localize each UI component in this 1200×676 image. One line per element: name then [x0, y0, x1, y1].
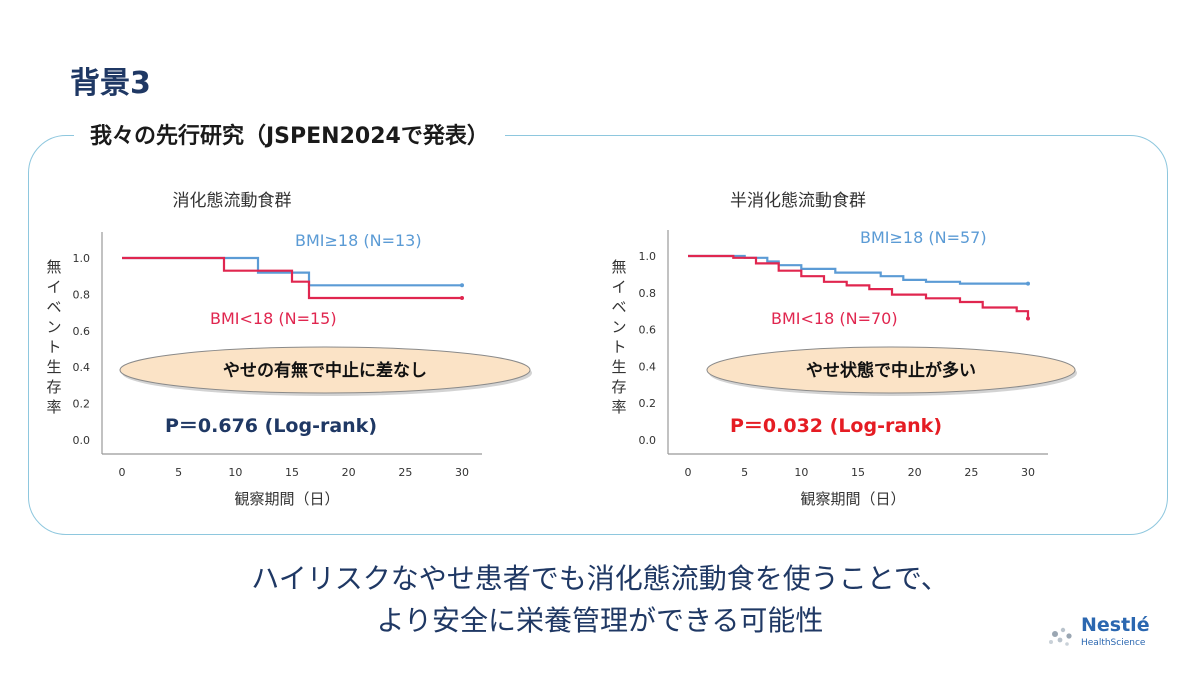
- x-tick-label: 5: [175, 466, 182, 479]
- y-tick-label: 0.2: [639, 397, 657, 410]
- y-tick-label: 0.6: [73, 325, 91, 338]
- slide-title: 背景3: [70, 66, 151, 101]
- annotation-ellipse: [119, 346, 531, 394]
- results-panel: [28, 135, 1168, 535]
- x-tick-label: 30: [455, 466, 469, 479]
- y-tick-label: 0.6: [639, 324, 657, 337]
- x-tick-label: 0: [119, 466, 126, 479]
- p-value-text: P＝0.676 (Log-rank): [165, 415, 377, 437]
- censor-mark: [1026, 281, 1030, 286]
- y-tick-label: 0.0: [639, 434, 657, 447]
- series-label: BMI≥18 (N=57): [860, 228, 987, 247]
- x-tick-label: 20: [342, 466, 356, 479]
- x-tick-label: 20: [908, 466, 922, 479]
- km-curve-bmi-lt18: [688, 254, 1030, 319]
- x-tick-label: 10: [228, 466, 242, 479]
- censor-mark: [460, 283, 464, 288]
- p-value-text: P＝0.032 (Log-rank): [730, 415, 942, 437]
- annotation-ellipse: [706, 346, 1076, 394]
- annotation-text: やせ状態で中止が多い: [806, 360, 976, 381]
- y-tick-label: 0.4: [73, 361, 91, 374]
- x-tick-label: 15: [285, 466, 299, 479]
- x-tick-label: 15: [851, 466, 865, 479]
- series-label: BMI≥18 (N=13): [295, 231, 422, 250]
- censor-mark: [1026, 316, 1030, 321]
- x-tick-label: 30: [1021, 466, 1035, 479]
- km-curve-bmi-lt18: [122, 256, 462, 300]
- km-chart-elemental-diet: 消化態流動食群 0.0 0.2 0.4 0.6 0.8 1.0 0 5 10 15 20 25 30 観察期…: [46, 191, 532, 508]
- x-axis-label: 観察期間（日）: [800, 490, 905, 508]
- km-curve-bmi-ge18: [688, 254, 1028, 285]
- y-tick-label: 0.0: [73, 434, 91, 447]
- x-tick-label: 25: [398, 466, 412, 479]
- chart-title: 消化態流動食群: [173, 191, 292, 211]
- logo-subtext: HealthScience: [1081, 638, 1146, 648]
- x-tick-label: 10: [794, 466, 808, 479]
- logo-wordmark: Nestlé: [1081, 614, 1150, 636]
- series-label: BMI<18 (N=70): [771, 309, 898, 328]
- x-axis-label: 観察期間（日）: [234, 490, 339, 508]
- x-tick-label: 5: [741, 466, 748, 479]
- chart-title: 半消化態流動食群: [730, 191, 866, 211]
- conclusion-line-2: より安全に栄養管理ができる可能性: [376, 604, 824, 637]
- km-curve-bmi-ge18: [122, 256, 462, 287]
- nest-icon: [1049, 627, 1072, 646]
- panel-heading: 我々の先行研究（JSPEN2024で発表）: [74, 118, 505, 150]
- x-tick-label: 25: [964, 466, 978, 479]
- y-tick-label: 0.8: [73, 288, 91, 301]
- conclusion-text: ハイリスクなやせ患者でも消化態流動食を使うことで、 より安全に栄養管理ができる可…: [0, 558, 1200, 642]
- x-tick-label: 0: [685, 466, 692, 479]
- censor-mark: [460, 296, 464, 301]
- y-tick-label: 1.0: [73, 252, 91, 265]
- y-tick-label: 0.4: [639, 360, 657, 373]
- y-tick-label: 0.8: [639, 287, 657, 300]
- y-axis-label: 無イベント生存率: [611, 258, 626, 416]
- annotation-text: やせの有無で中止に差なし: [223, 360, 427, 381]
- y-axis-label: 無イベント生存率: [46, 258, 61, 416]
- nestle-health-science-logo: Nestlé HealthScience: [1045, 612, 1165, 662]
- conclusion-line-1: ハイリスクなやせ患者でも消化態流動食を使うことで、: [251, 562, 949, 595]
- km-chart-semi-elemental-diet: 半消化態流動食群 0.0 0.2 0.4 0.6 0.8 1.0 0 5 10 15 20 25 30 観察…: [611, 191, 1077, 508]
- y-tick-label: 0.2: [73, 398, 91, 411]
- y-tick-label: 1.0: [639, 250, 657, 263]
- series-label: BMI<18 (N=15): [210, 309, 337, 328]
